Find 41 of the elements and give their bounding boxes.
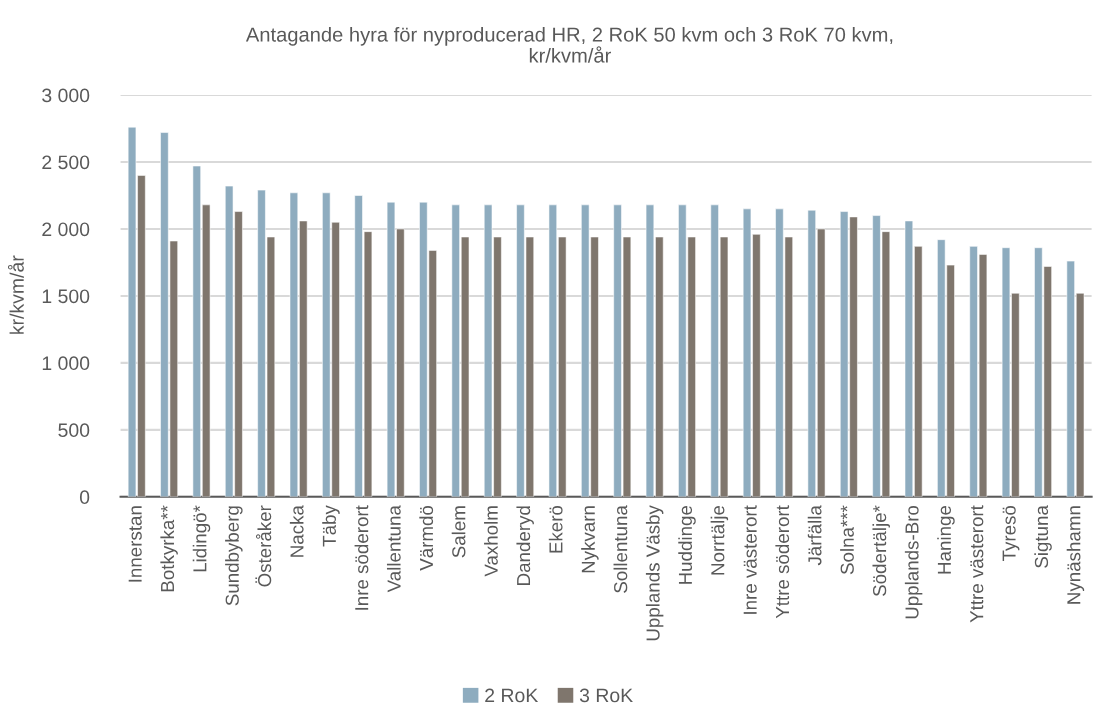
x-tick-label: Sollentuna (613, 505, 628, 593)
x-tick-label: Vaxholm (484, 506, 498, 577)
x-tick-label: Huddinge (678, 505, 696, 584)
x-tick-label: Värmdö (419, 505, 434, 571)
x-tick-label: Sigtuna (1034, 505, 1052, 568)
x-tick-label: Solna*** (840, 505, 854, 575)
x-tick-label: Sundbyberg (225, 506, 243, 606)
y-tick-label: 0 (79, 490, 90, 505)
x-tick-label: Nykvarn (581, 506, 599, 573)
y-tick-label: 1 500 (42, 289, 90, 304)
legend-label: 3 RoK (579, 688, 633, 703)
x-tick-label: Inre söderort (354, 505, 369, 610)
x-tick-label: Södertälje* (872, 505, 890, 596)
x-tick-label: Nynäshamn (1066, 506, 1085, 604)
legend-label: 2 RoK (485, 688, 539, 703)
x-tick-label: Nacka (289, 505, 304, 557)
y-tick-label: 1 000 (42, 356, 90, 371)
x-tick-label: Tyresö (1002, 505, 1020, 561)
x-tick-label: Yttre västerort (970, 505, 984, 623)
x-tick-label: Ekerö (548, 505, 563, 553)
x-tick-label: Upplands Väsby (645, 505, 664, 641)
x-tick-label: Haninge (937, 505, 955, 574)
chart-title: Antagande hyra för nyproducerad HR, 2 RoK 50 kvm och 3 RoK 70 kvm, kr/kvm/år (245, 26, 893, 63)
x-tick-label: Yttre söderort (775, 505, 790, 619)
x-tick-label: Danderyd (516, 506, 534, 585)
x-tick-label: Österåker (255, 505, 272, 587)
y-axis-title: kr/kvm/år (7, 255, 24, 334)
x-tick-label: Innerstan (128, 506, 142, 582)
x-tick-label: Salem (451, 506, 466, 558)
x-tick-label: Upplands-Bro (904, 505, 923, 619)
x-tick-label: Norrtälje (710, 505, 729, 575)
x-tick-label: Järfälla (807, 505, 822, 566)
x-tick-label: Botkyrka** (160, 505, 178, 592)
x-tick-label: Täby (322, 505, 340, 547)
y-tick-label: 2 500 (42, 155, 90, 170)
x-tick-label: Vallentuna (386, 505, 401, 593)
x-tick-label: Inre västerort (743, 505, 757, 614)
x-tick-label: Lidingö* (192, 505, 211, 572)
y-tick-label: 500 (58, 423, 90, 438)
y-tick-label: 2 000 (42, 222, 90, 237)
y-tick-label: 3 000 (42, 88, 90, 103)
